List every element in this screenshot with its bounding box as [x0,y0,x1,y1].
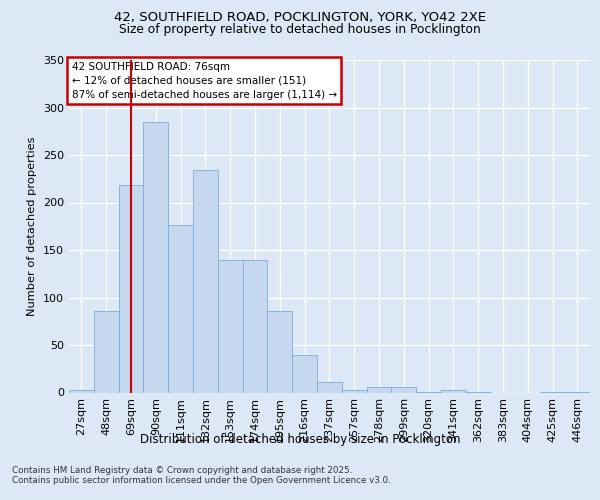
Bar [317,382,342,392]
Y-axis label: Number of detached properties: Number of detached properties [28,136,37,316]
Text: Contains public sector information licensed under the Open Government Licence v3: Contains public sector information licen… [12,476,391,485]
Bar [242,260,268,392]
Bar [168,226,193,392]
Bar [143,122,168,392]
Bar [218,260,242,392]
Bar [94,311,119,392]
Bar [441,390,466,392]
Bar [367,387,391,392]
Bar [268,311,292,392]
Text: 42 SOUTHFIELD ROAD: 76sqm
← 12% of detached houses are smaller (151)
87% of semi: 42 SOUTHFIELD ROAD: 76sqm ← 12% of detac… [71,62,337,100]
Bar [193,170,218,392]
Text: Size of property relative to detached houses in Pocklington: Size of property relative to detached ho… [119,22,481,36]
Bar [292,354,317,393]
Text: Distribution of detached houses by size in Pocklington: Distribution of detached houses by size … [140,432,460,446]
Bar [391,387,416,392]
Bar [342,390,367,392]
Text: 42, SOUTHFIELD ROAD, POCKLINGTON, YORK, YO42 2XE: 42, SOUTHFIELD ROAD, POCKLINGTON, YORK, … [114,11,486,24]
Text: Contains HM Land Registry data © Crown copyright and database right 2025.: Contains HM Land Registry data © Crown c… [12,466,352,475]
Bar [69,390,94,392]
Bar [119,186,143,392]
